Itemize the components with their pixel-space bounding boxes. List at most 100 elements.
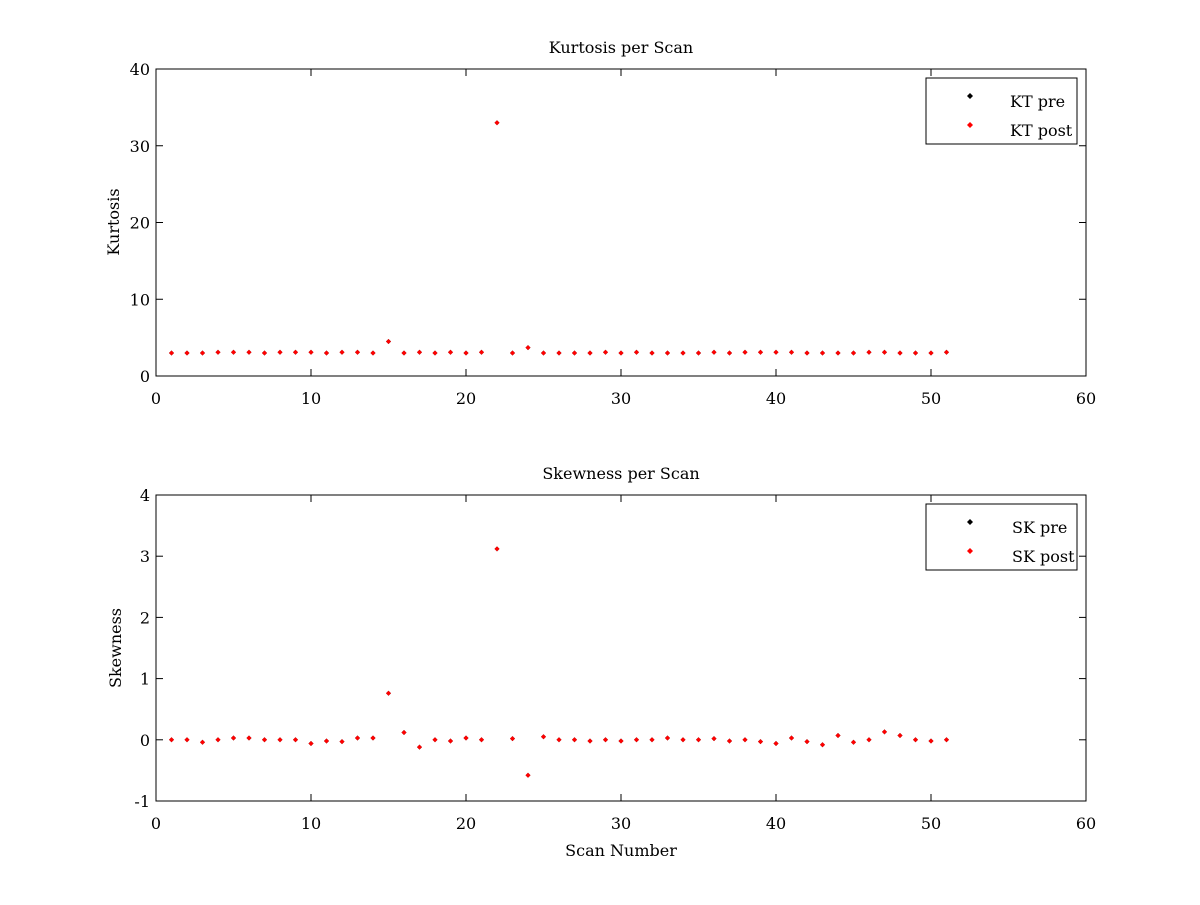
data-point-kt-post	[200, 350, 205, 356]
y-ticks: -1 0 1 2 3 4	[134, 486, 1086, 811]
data-point-kt-post	[246, 349, 252, 355]
data-point-kt-post	[293, 349, 298, 355]
data-point-sk-post	[448, 738, 453, 744]
data-point-sk-post	[169, 737, 174, 743]
y-tick-label: 20	[130, 214, 150, 233]
x-tick-label: 30	[611, 814, 631, 833]
data-point-kt-post	[634, 349, 639, 355]
data-point-sk-post	[851, 739, 856, 745]
data-point-sk-post	[587, 738, 593, 744]
data-point-sk-post	[432, 737, 438, 743]
data-point-kt-post	[494, 120, 500, 126]
data-point-kt-post	[820, 350, 825, 356]
data-point-sk-post	[479, 737, 484, 743]
data-point-sk-post	[634, 737, 639, 743]
data-point-sk-post	[820, 742, 825, 748]
data-point-kt-post	[603, 349, 608, 355]
data-point-kt-post	[866, 349, 872, 355]
data-point-kt-post	[215, 349, 221, 355]
legend-label-kt-pre: KT pre	[1010, 92, 1065, 111]
legend-box	[925, 503, 1078, 571]
y-tick-label: 1	[140, 670, 150, 689]
kurtosis-subplot: Kurtosis per Scan Kurtosis 0 10 20 30 40 50 60…	[104, 38, 1096, 408]
data-point-sk-post	[556, 737, 562, 743]
legend: KT pre KT post	[925, 77, 1078, 145]
data-point-kt-post	[401, 350, 407, 356]
data-point-kt-post	[386, 338, 391, 344]
data-point-kt-post	[169, 350, 174, 356]
data-point-sk-post	[649, 737, 655, 743]
x-tick-label: 40	[766, 814, 786, 833]
data-point-kt-post	[463, 350, 469, 356]
y-tick-label: 3	[140, 547, 150, 566]
y-tick-label: 10	[130, 290, 150, 309]
x-tick-label: 60	[1076, 389, 1096, 408]
data-point-sk-post	[324, 738, 329, 744]
x-ticks: 0 10 20 30 40 50 60	[151, 495, 1096, 833]
data-point-kt-post	[804, 350, 810, 356]
data-point-sk-post	[913, 737, 918, 743]
data-point-sk-post	[246, 735, 252, 741]
data-point-sk-post	[882, 729, 887, 735]
legend-label-sk-post: SK post	[1012, 547, 1075, 566]
data-point-sk-post	[277, 737, 283, 743]
data-point-kt-post	[711, 349, 717, 355]
data-point-sk-post	[804, 739, 810, 745]
data-point-sk-post	[680, 737, 686, 743]
data-point-kt-post	[618, 350, 624, 356]
y-ticks: 0 10 20 30 40	[130, 60, 1086, 386]
legend-marker-sk-pre	[967, 519, 973, 525]
data-point-sk-post	[355, 735, 360, 741]
y-tick-label: 2	[140, 608, 150, 627]
data-point-kt-post	[587, 350, 593, 356]
data-marks	[169, 546, 949, 778]
data-point-sk-post	[231, 735, 236, 741]
data-point-sk-post	[696, 737, 701, 743]
data-point-kt-post	[928, 350, 934, 356]
data-point-kt-post	[277, 349, 283, 355]
data-point-sk-post	[835, 733, 841, 739]
y-axis-label: Kurtosis	[104, 188, 123, 255]
data-point-sk-post	[417, 744, 422, 750]
x-tick-label: 50	[921, 389, 941, 408]
legend-marker-sk-post	[967, 548, 973, 554]
data-point-sk-post	[510, 736, 515, 742]
data-point-kt-post	[324, 350, 329, 356]
data-point-kt-post	[448, 349, 453, 355]
data-point-kt-post	[758, 349, 763, 355]
data-point-kt-post	[370, 350, 376, 356]
y-axis-label: Skewness	[106, 608, 125, 688]
legend-label-sk-pre: SK pre	[1012, 518, 1067, 537]
data-point-sk-post	[370, 735, 376, 741]
data-point-sk-post	[742, 737, 748, 743]
y-tick-label: 30	[130, 137, 150, 156]
data-point-sk-post	[727, 738, 732, 744]
data-point-kt-post	[432, 350, 438, 356]
data-point-sk-post	[944, 737, 949, 743]
data-point-kt-post	[231, 349, 236, 355]
x-tick-label: 40	[766, 389, 786, 408]
x-tick-label: 50	[921, 814, 941, 833]
data-point-kt-post	[262, 350, 267, 356]
data-point-kt-post	[789, 349, 794, 355]
data-point-kt-post	[417, 349, 422, 355]
data-point-sk-post	[541, 734, 546, 740]
data-point-kt-post	[742, 349, 748, 355]
x-tick-label: 10	[301, 389, 321, 408]
data-point-sk-post	[463, 735, 469, 741]
data-point-kt-post	[308, 349, 314, 355]
chart-title: Skewness per Scan	[542, 464, 699, 483]
data-point-kt-post	[572, 350, 577, 356]
data-point-kt-post	[541, 350, 546, 356]
x-tick-label: 0	[151, 389, 161, 408]
data-point-sk-post	[603, 737, 608, 743]
x-tick-label: 20	[456, 814, 476, 833]
y-tick-label: 0	[140, 367, 150, 386]
data-point-kt-post	[556, 350, 562, 356]
data-marks	[169, 120, 949, 356]
data-point-sk-post	[928, 738, 934, 744]
data-point-sk-post	[262, 737, 267, 743]
x-tick-label: 0	[151, 814, 161, 833]
